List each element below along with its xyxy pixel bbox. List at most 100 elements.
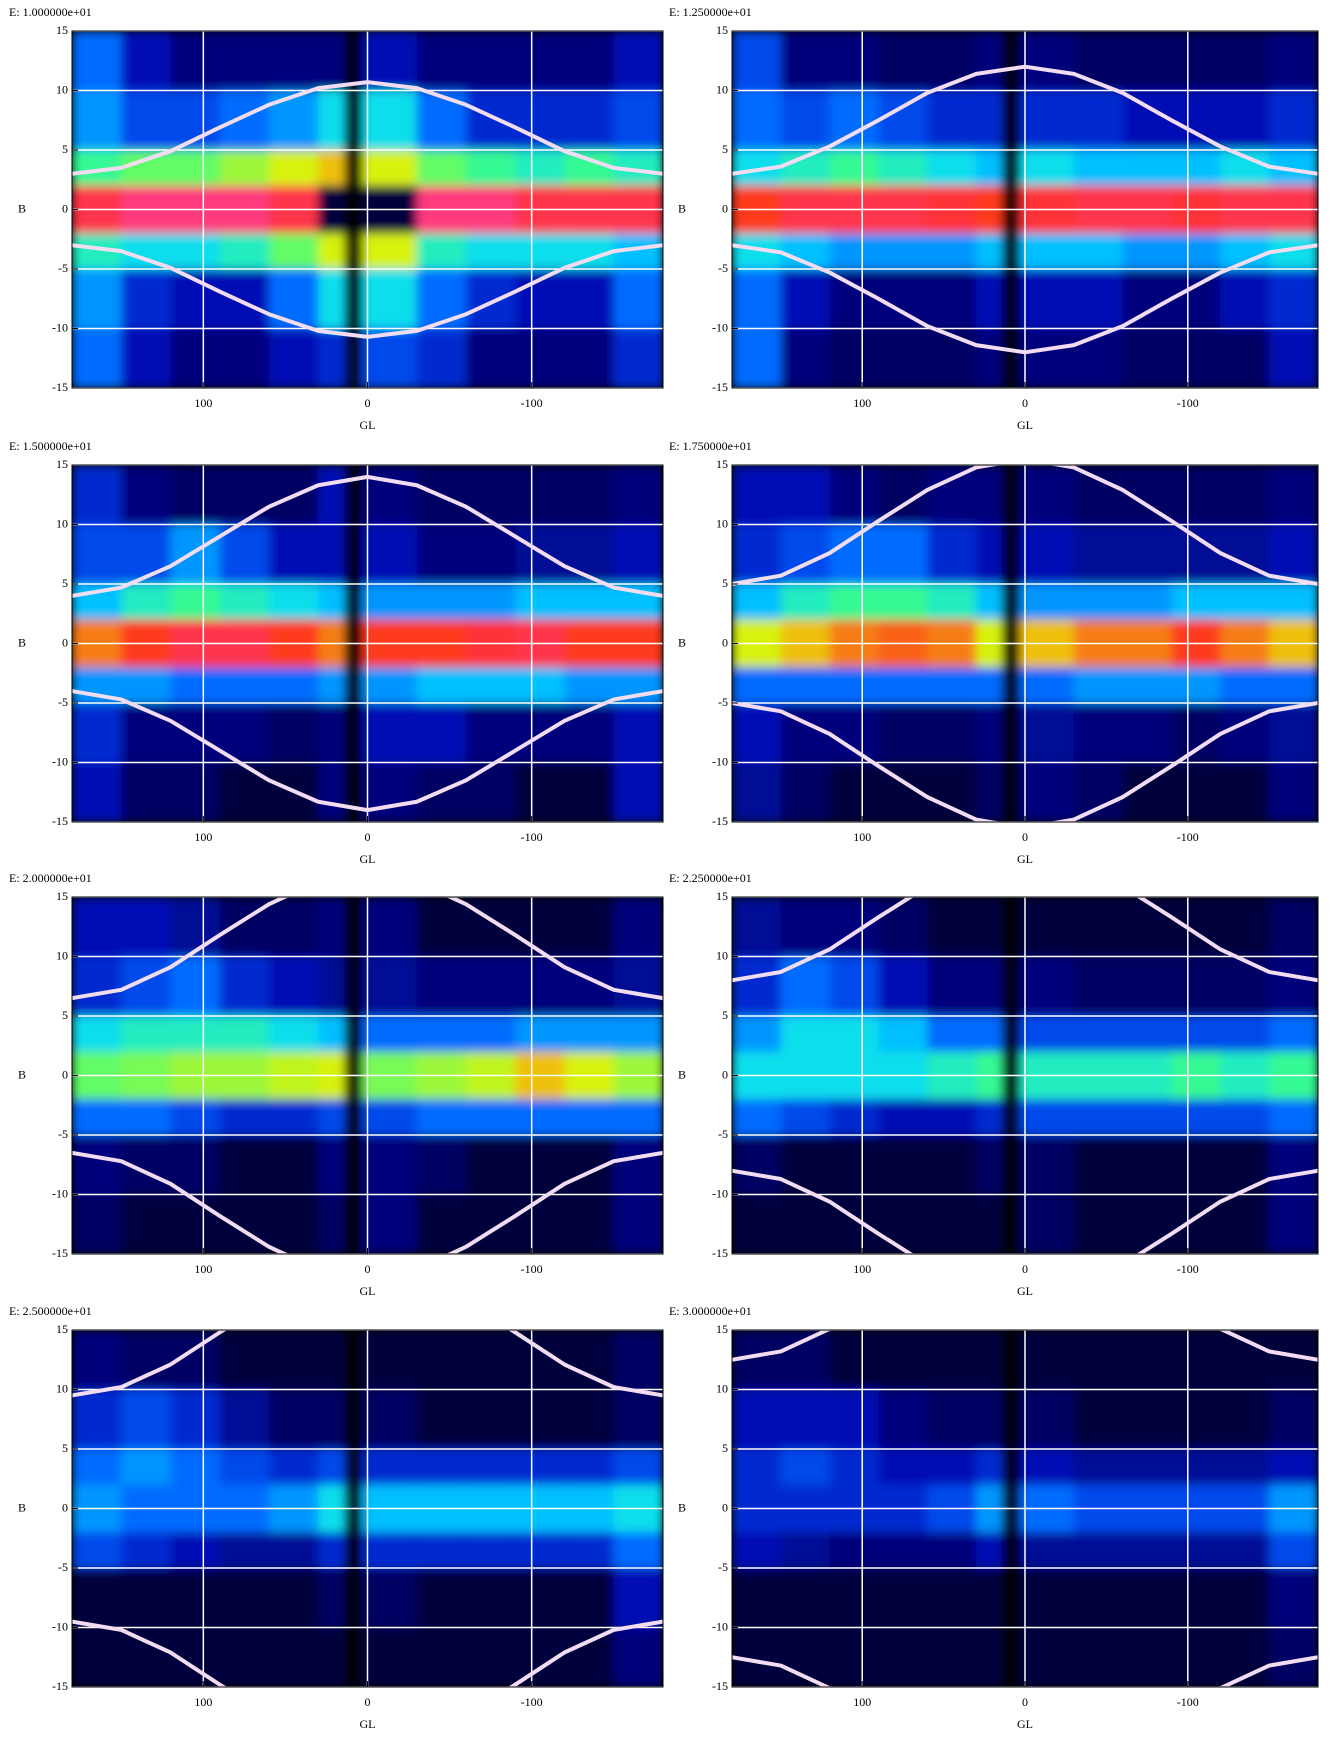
heatmap-cell (466, 762, 516, 822)
heatmap-cell (466, 956, 516, 1017)
heatmap-cell (1073, 1194, 1124, 1254)
heatmap-cell (72, 1330, 122, 1390)
heatmap-cell (362, 1135, 418, 1195)
heatmap-cell (829, 584, 879, 621)
heatmap-cell (780, 1016, 831, 1053)
heatmap-cell (318, 1627, 346, 1687)
y-tick-label: -10 (712, 320, 728, 334)
heatmap-cell (976, 1194, 1003, 1254)
y-tick-label: -10 (52, 320, 68, 334)
heatmap-cell (362, 584, 418, 621)
y-tick-label: -10 (712, 1619, 728, 1633)
heatmap-cell (780, 584, 831, 621)
heatmap-cell (269, 584, 319, 621)
heatmap-cell (1020, 1330, 1075, 1390)
y-tick-label: 15 (716, 457, 728, 471)
heatmap-cell (72, 897, 122, 957)
heatmap-cell (1220, 667, 1270, 704)
heatmap-cell (362, 150, 418, 187)
heatmap-cell (1020, 956, 1075, 1017)
heatmap-cell (344, 703, 364, 763)
heatmap-cell (219, 1330, 270, 1390)
heatmap-cell (927, 1449, 977, 1486)
heatmap-cell (976, 1627, 1003, 1687)
y-tick-label: -5 (718, 1560, 728, 1574)
heatmap-cell (416, 269, 467, 329)
heatmap-cell (829, 1135, 879, 1195)
heatmap-cell (219, 762, 270, 822)
heatmap-cell (613, 90, 663, 151)
heatmap-cell (515, 1389, 565, 1450)
y-tick-label: -10 (52, 1619, 68, 1633)
y-tick-label: 0 (722, 1067, 728, 1081)
heatmap-cell (72, 703, 122, 763)
heatmap-cell (72, 1016, 122, 1053)
heatmap-cell (1002, 150, 1021, 187)
heatmap-cell (780, 1389, 831, 1450)
heatmap-cell (318, 328, 346, 388)
heatmap-cell (829, 524, 879, 585)
heatmap-cell (344, 1016, 364, 1053)
heatmap-cell (976, 465, 1003, 525)
heatmap-cell (515, 703, 565, 763)
heatmap-cell (1002, 1389, 1021, 1450)
heatmap-cell (878, 1135, 928, 1195)
panel: -15 -10 -5 0 5 10 15 100 0 -100 E: 2.000000e+01 B GL (9, 871, 664, 1298)
heatmap-cell (1220, 90, 1270, 151)
heatmap-cell (1171, 150, 1221, 187)
heatmap-cell (170, 956, 221, 1017)
heatmap-cell (1269, 956, 1318, 1017)
heatmap-cell (416, 584, 467, 621)
y-tick-label: -5 (58, 1127, 68, 1141)
curve (732, 897, 1318, 983)
heatmap-cell (1171, 233, 1221, 270)
heatmap-cell (466, 90, 516, 151)
heatmap-cell (72, 762, 122, 822)
heatmap-cell (1073, 1135, 1124, 1195)
heatmap-cell (976, 1449, 1003, 1486)
y-axis-label: B (678, 635, 686, 649)
heatmap-cell (269, 233, 319, 270)
y-axis-label: B (678, 1500, 686, 1514)
heatmap-cell (1073, 1389, 1124, 1450)
heatmap-cell (1073, 956, 1124, 1017)
heatmap-cell (362, 269, 418, 329)
heatmap-cell (1171, 524, 1221, 585)
heatmap-cell (927, 328, 977, 388)
heatmap-cell (976, 1135, 1003, 1195)
heatmap-cell (564, 524, 615, 585)
y-tick-label: 10 (56, 1381, 68, 1395)
heatmap-cell (1269, 1135, 1318, 1195)
x-tick-label: 100 (194, 830, 212, 844)
heatmap-cell (878, 524, 928, 585)
heatmap-cell (732, 1389, 782, 1450)
heatmap-cell (1002, 1330, 1021, 1390)
heatmap-cell (416, 1135, 467, 1195)
y-tick-label: 5 (62, 1008, 68, 1022)
heatmap-cell (170, 703, 221, 763)
heatmap-cell (1122, 897, 1172, 957)
heatmap-cell (1122, 667, 1172, 704)
curve (72, 1150, 663, 1254)
heatmap-cell (269, 328, 319, 388)
panel: -15 -10 -5 0 5 10 15 100 0 -100 E: 1.750000e+01 B GL (669, 439, 1319, 866)
heatmap-cell (1002, 1194, 1021, 1254)
heatmap-cell (613, 524, 663, 585)
heatmap-cell (732, 956, 782, 1017)
heatmap-cell (878, 897, 928, 957)
heatmap-cell (1002, 31, 1021, 91)
heatmap-cell (732, 328, 782, 388)
heatmap-cell (1122, 233, 1172, 270)
heatmap-cell (1122, 150, 1172, 187)
heatmap-cell (976, 90, 1003, 151)
heatmap-cell (1171, 703, 1221, 763)
y-tick-label: -5 (718, 1127, 728, 1141)
heatmap-cell (318, 667, 346, 704)
heatmap-cell (1171, 31, 1221, 91)
heatmap-cell (219, 269, 270, 329)
heatmap-cell (1220, 1194, 1270, 1254)
heatmap-cell (515, 328, 565, 388)
heatmap-cell (927, 1099, 977, 1136)
y-tick-label: -5 (58, 1560, 68, 1574)
heatmap-cell (732, 1532, 782, 1569)
